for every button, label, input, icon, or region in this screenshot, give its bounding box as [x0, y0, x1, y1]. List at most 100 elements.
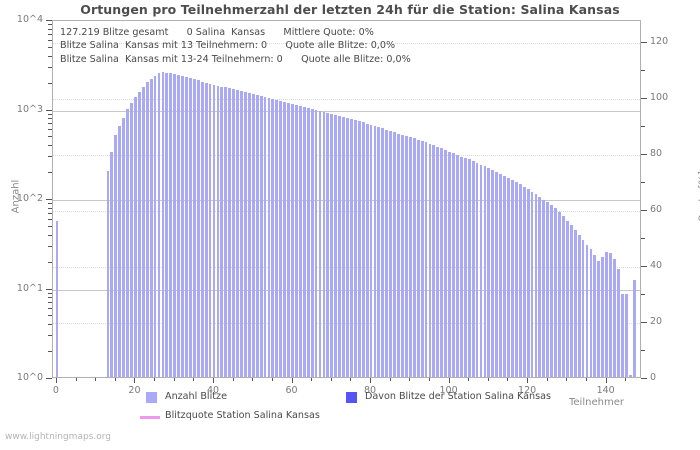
bar — [589, 248, 593, 377]
bar — [255, 94, 259, 377]
y2-axis-tick — [641, 70, 645, 71]
x-axis-tick — [233, 378, 234, 381]
bar — [377, 127, 381, 377]
x-axis-tick — [331, 378, 332, 381]
bar — [471, 160, 475, 377]
x-axis-tick — [115, 378, 116, 381]
bar — [550, 205, 554, 377]
x-axis-tick — [134, 378, 135, 383]
bar — [534, 194, 538, 377]
y2-axis-tick — [641, 350, 645, 351]
y-axis-minor-tick — [48, 118, 52, 119]
y-axis-minor-tick — [48, 208, 52, 209]
bar — [350, 119, 353, 377]
bar — [440, 148, 444, 377]
y-axis-title-left: Anzahl — [10, 179, 22, 214]
y-axis-tick — [46, 289, 52, 290]
y-axis-minor-tick — [48, 156, 52, 157]
bar — [310, 108, 314, 377]
y-axis-tick — [46, 110, 52, 111]
bar — [291, 103, 294, 377]
y2-axis-tick — [641, 98, 647, 99]
y2-axis-tick — [641, 378, 647, 379]
bar — [577, 234, 581, 377]
x-axis-tick — [292, 378, 293, 383]
bar — [208, 83, 212, 377]
bar — [326, 113, 330, 377]
bar — [526, 189, 530, 377]
y-axis-minor-tick — [48, 56, 52, 57]
bar — [271, 98, 275, 377]
bar — [251, 94, 255, 377]
bar — [334, 115, 338, 377]
y-axis-tick-label: 10^1 — [16, 282, 43, 294]
bar — [491, 170, 495, 377]
bar — [295, 104, 298, 377]
x-axis-tick — [350, 378, 351, 381]
bar — [153, 75, 157, 377]
y2-axis-tick — [641, 182, 645, 183]
bar — [467, 159, 471, 377]
bar — [448, 151, 451, 377]
y2-axis-tick-label: 120 — [650, 36, 669, 48]
x-axis-tick — [311, 378, 312, 381]
x-axis-tick — [409, 378, 410, 381]
bar — [408, 137, 412, 377]
bar — [330, 114, 334, 377]
bar — [189, 78, 192, 377]
bar — [122, 117, 126, 377]
plot-inner — [53, 21, 640, 377]
annotation-line: Blitze Salina Kansas mit 13 Teilnehmern:… — [60, 40, 396, 52]
bar — [322, 112, 326, 377]
bar — [475, 162, 479, 377]
watermark-text: www.lightningmaps.org — [5, 432, 111, 442]
bar — [169, 73, 173, 377]
bar — [412, 138, 416, 377]
y-axis-tick-label: 10^3 — [16, 103, 43, 115]
bar — [114, 135, 118, 377]
y2-axis-tick-label: 100 — [650, 92, 669, 104]
bar — [283, 101, 287, 377]
bar — [145, 81, 149, 377]
y-axis-minor-tick — [48, 308, 52, 309]
plot-area — [52, 20, 641, 378]
bar — [181, 76, 184, 377]
y-axis-tick-label: 10^0 — [16, 372, 43, 383]
bar — [369, 124, 373, 377]
x-axis-tick — [527, 378, 528, 383]
bar — [463, 157, 467, 377]
bar — [479, 164, 483, 377]
y-axis-minor-tick — [48, 129, 52, 130]
x-axis-tick — [625, 378, 626, 381]
annotation-line: Blitze Salina Kansas mit 13-24 Teilnehme… — [60, 53, 411, 65]
bar — [428, 143, 432, 377]
legend-label: Blitzquote Station Salina Kansas — [165, 410, 320, 421]
bar — [346, 118, 349, 377]
x-axis-tick — [586, 378, 587, 381]
bar — [134, 97, 137, 377]
bar — [495, 172, 499, 377]
x-axis-tick — [56, 378, 57, 383]
x-axis-tick — [370, 378, 371, 383]
bar — [381, 128, 385, 377]
bar — [624, 293, 628, 377]
bar — [514, 182, 518, 377]
bar — [456, 155, 459, 377]
y-axis-tick-label: 10^2 — [16, 193, 43, 204]
bar — [585, 244, 589, 377]
x-axis-tick — [606, 378, 607, 383]
x-axis-tick — [76, 378, 77, 381]
bar — [220, 86, 224, 377]
y-axis-minor-tick — [48, 172, 52, 173]
bar — [511, 180, 514, 377]
x-axis-tick — [272, 378, 273, 381]
bar — [196, 80, 200, 377]
bar — [542, 199, 546, 377]
bar — [228, 88, 232, 377]
bar — [361, 122, 365, 377]
bar — [416, 139, 420, 377]
bar — [298, 105, 302, 377]
y2-axis-tick-label: 0 — [650, 372, 657, 383]
bar — [192, 79, 196, 377]
x-axis-tick-label: 140 — [596, 385, 615, 396]
